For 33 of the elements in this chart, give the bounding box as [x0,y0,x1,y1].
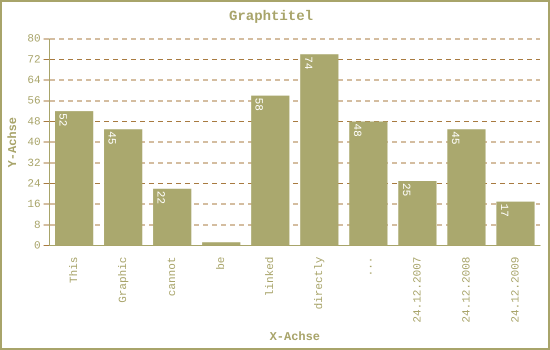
y-tick-label: 56 [27,96,41,108]
y-tick-label: 80 [27,34,41,46]
data-label: 17 [496,204,509,217]
x-tick-label: cannot [167,256,180,296]
x-tick-label: linked [265,256,278,296]
chart-title: Graphtitel [228,8,314,25]
data-label: 48 [350,124,362,137]
x-tick-label: ... [363,256,376,276]
y-tick-label: 64 [27,75,41,88]
x-tick-label: 24.12.2008 [461,256,474,323]
data-label: 74 [300,56,313,70]
x-tick-label: 24.12.2009 [510,256,522,323]
y-tick-label: 0 [34,240,41,252]
x-tick-label: 24.12.2007 [412,256,424,323]
data-label: 25 [398,182,411,196]
x-tick-label: Graphic [118,256,130,303]
y-tick-label: 40 [27,137,41,150]
x-tick-label: This [69,256,82,283]
x-tick-label: be [216,256,228,270]
data-label: 58 [252,98,264,111]
data-label: 22 [154,190,166,204]
y-tick-label: 8 [34,220,41,232]
data-label: 52 [56,113,68,126]
y-tick-label: 16 [27,199,41,212]
x-tick-label: directly [314,256,326,310]
y-tick-label: 72 [27,54,41,66]
y-tick-label: 24 [27,178,41,190]
x-axis-title: X-Achse [270,330,320,344]
data-label: 45 [104,131,117,144]
data-label: 45 [448,131,460,144]
y-axis-title: Y-Achse [6,116,20,168]
y-tick-label: 48 [27,116,41,128]
y-tick-label: 32 [27,158,41,170]
